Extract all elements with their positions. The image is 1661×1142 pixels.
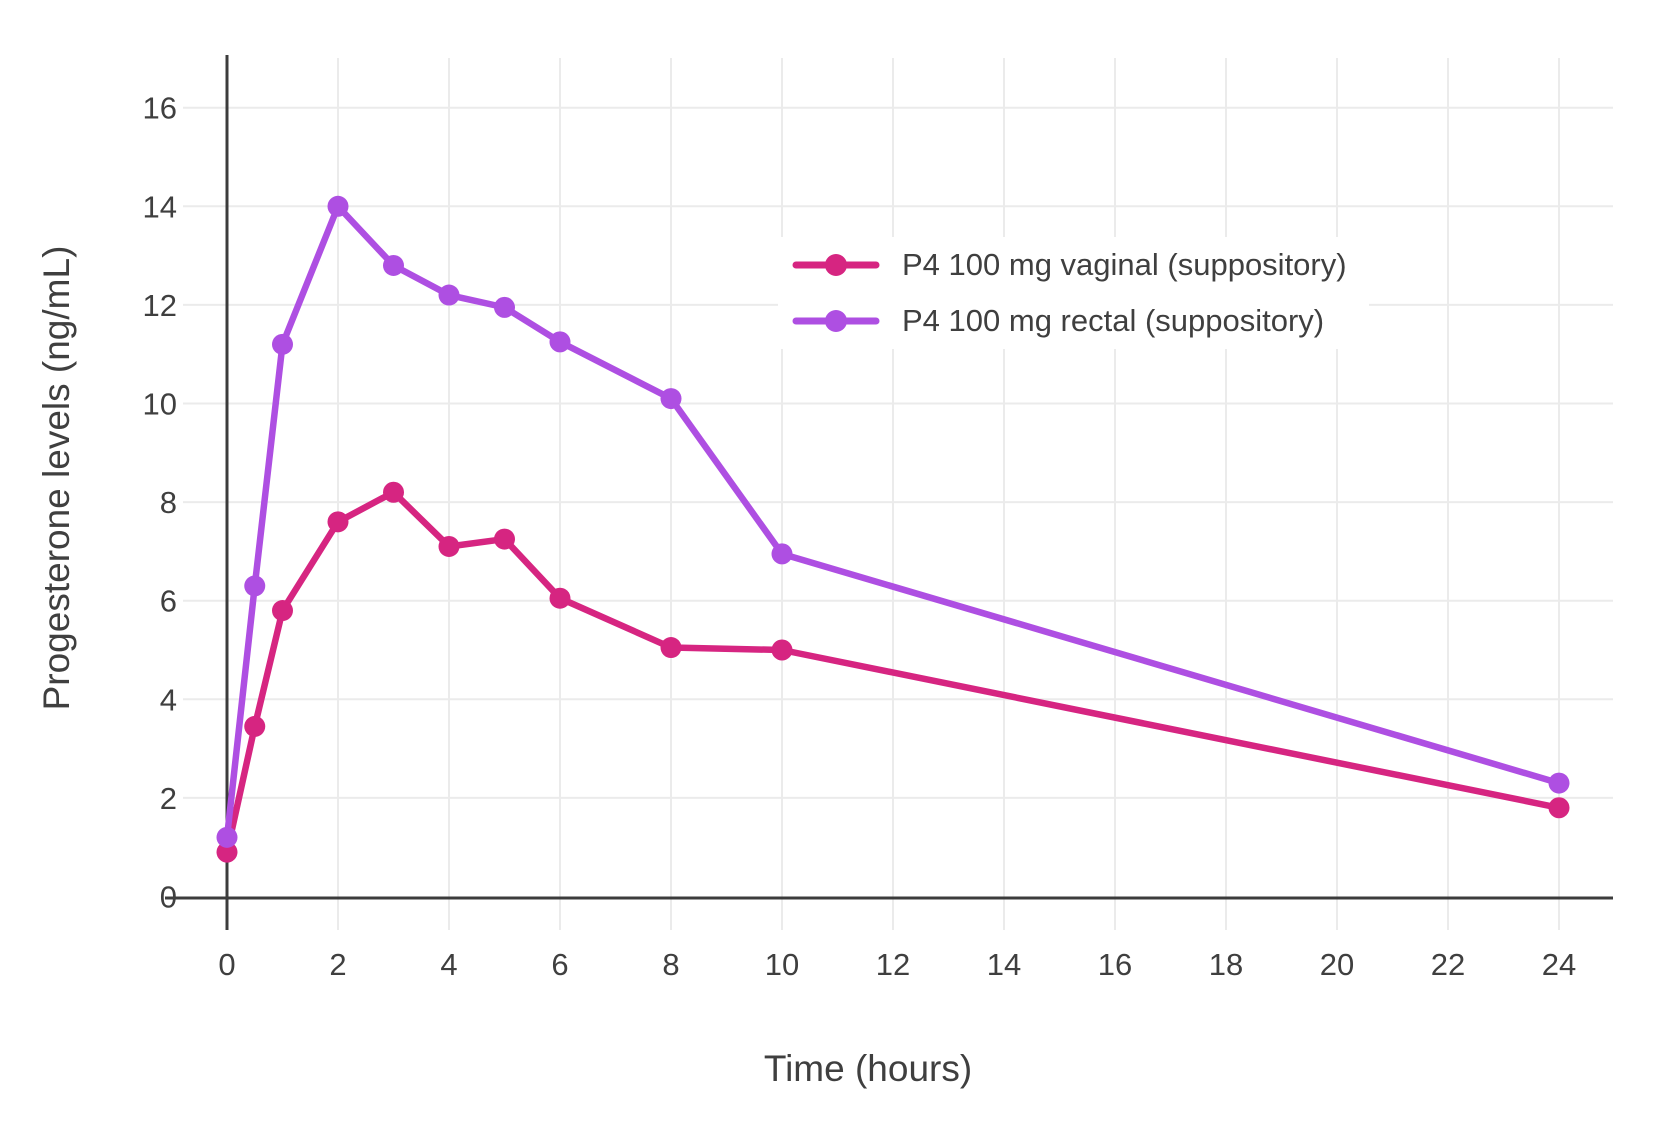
y-tick-label: 12 [143,288,177,323]
data-point [549,587,571,609]
x-tick-label: 22 [1431,947,1465,982]
legend-marker-icon [792,254,880,276]
x-tick-label: 6 [551,947,568,982]
x-tick-label: 24 [1542,947,1576,982]
data-point [327,511,349,533]
y-tick-label: 10 [143,387,177,422]
legend: P4 100 mg vaginal (suppository) P4 100 mg… [778,237,1369,349]
y-tick-label: 0 [160,880,177,915]
x-tick-label: 18 [1209,947,1243,982]
x-tick-label: 20 [1320,947,1354,982]
legend-item: P4 100 mg rectal (suppository) [792,293,1347,349]
x-tick-label: 12 [876,947,910,982]
data-point [244,575,266,597]
x-tick-label: 14 [987,947,1021,982]
data-point [771,543,793,565]
legend-item-label: P4 100 mg vaginal (suppository) [902,247,1347,282]
data-point [660,637,682,659]
y-tick-label: 6 [160,584,177,619]
y-axis-title: Progesterone levels (ng/mL) [36,245,77,711]
data-point [244,715,266,737]
x-tick-label: 2 [329,947,346,982]
x-tick-label: 0 [218,947,235,982]
x-axis-title: Time (hours) [763,1048,973,1089]
data-point [494,296,515,318]
data-point [272,333,293,355]
legend-item: P4 100 mg vaginal (suppository) [792,237,1347,293]
data-point [771,639,793,661]
data-point [438,535,460,557]
legend-item-label: P4 100 mg rectal (suppository) [902,303,1325,338]
data-point [383,254,404,276]
x-tick-label: 16 [1098,947,1132,982]
y-tick-label: 2 [160,781,177,816]
data-point [383,481,404,503]
y-tick-label: 14 [143,189,177,224]
data-point [216,841,238,863]
data-point [327,195,349,217]
data-point [549,331,571,353]
y-tick-label: 16 [143,91,177,126]
y-tick-label: 8 [160,485,177,520]
x-tick-label: 8 [662,947,679,982]
legend-marker-icon [792,310,880,332]
y-tick-label: 4 [160,682,177,717]
data-point [1548,797,1570,819]
data-point [438,284,460,306]
data-point [1548,772,1570,794]
data-point [272,600,293,622]
x-tick-label: 10 [765,947,799,982]
data-point [660,388,682,410]
x-tick-label: 4 [440,947,457,982]
data-point [494,528,515,550]
data-point [216,826,238,848]
